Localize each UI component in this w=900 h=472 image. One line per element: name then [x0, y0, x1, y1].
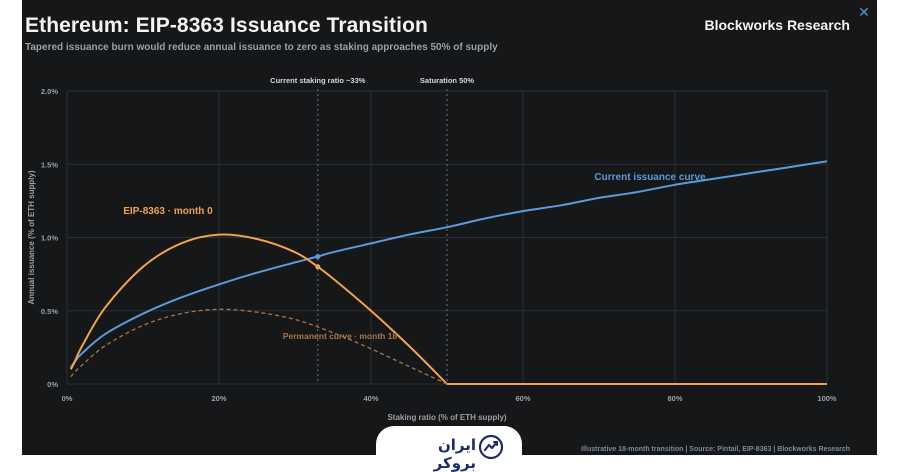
x-axis-label: Staking ratio (% of ETH supply) — [387, 413, 506, 422]
marker-layer — [315, 254, 321, 270]
x-tick-label: 0% — [62, 394, 73, 403]
reference-label: Saturation 50% — [420, 76, 475, 85]
series-label: Permanent curve · month 18 — [283, 331, 398, 341]
x-tick-label: 100% — [817, 394, 837, 403]
source-note: Illustrative 18-month transition | Sourc… — [581, 446, 850, 453]
chart-title: Ethereum: EIP-8363 Issuance Transition — [25, 14, 428, 37]
y-tick-label: 0.5% — [41, 307, 58, 316]
brand-name: Blockworks Research — [704, 17, 850, 33]
series-label: EIP-8363 · month 0 — [123, 206, 213, 217]
series-line — [70, 308, 448, 385]
reference-label: Current staking ratio ~33% — [270, 76, 366, 85]
reference-lines — [317, 89, 448, 384]
y-axis-label: Annual issuance (% of ETH supply) — [27, 170, 36, 305]
x-tick-label: 80% — [667, 394, 682, 403]
trend-chart-icon — [478, 434, 504, 460]
watermark-text: ایران بروکر — [433, 437, 476, 472]
y-tick-label: 1.0% — [41, 234, 58, 243]
series-line — [69, 160, 828, 369]
x-tick-label: 40% — [363, 394, 378, 403]
y-tick-label: 1.5% — [41, 160, 58, 169]
data-point-marker — [315, 254, 321, 260]
chart-subtitle: Tapered issuance burn would reduce annua… — [25, 42, 498, 53]
x-tick-label: 60% — [515, 394, 530, 403]
data-point-marker — [315, 264, 321, 270]
series-label: Current issuance curve — [594, 172, 706, 183]
y-tick-label: 2.0% — [41, 87, 58, 96]
close-icon[interactable]: ✕ — [858, 4, 870, 20]
y-tick-label: 0% — [47, 380, 58, 389]
label-layer: 0% 20% 40% 60% 80% 100% 0% 0.5% 1.0% 1.5% 2.0% Curr… — [27, 76, 837, 422]
series-layer — [69, 160, 828, 385]
x-tick-label: 20% — [211, 394, 226, 403]
watermark-badge — [376, 426, 522, 466]
series-line — [69, 233, 448, 385]
